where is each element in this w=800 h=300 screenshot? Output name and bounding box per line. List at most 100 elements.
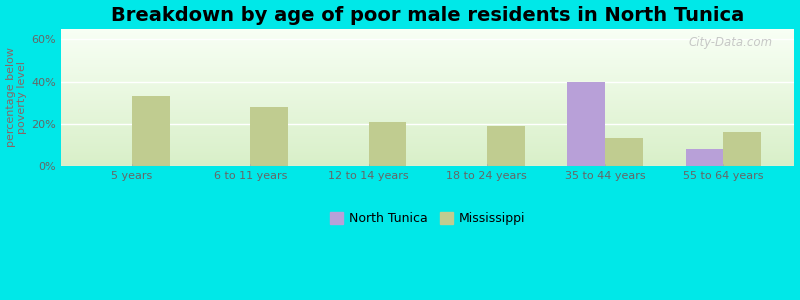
Bar [61,165,794,166]
Bar [61,143,794,144]
Bar [61,40,794,41]
Bar [61,84,794,85]
Bar [61,130,794,131]
Bar [61,68,794,69]
Bar [61,124,794,125]
Bar [61,105,794,106]
Bar [61,148,794,149]
Bar [61,92,794,93]
Bar [61,82,794,83]
Bar [61,153,794,154]
Bar [61,134,794,135]
Bar [61,159,794,160]
Bar [61,58,794,59]
Bar [61,48,794,49]
Bar [61,94,794,95]
Bar [61,56,794,57]
Bar [61,54,794,55]
Bar [61,137,794,138]
Bar [723,132,762,166]
Bar [61,47,794,48]
Bar [605,138,643,166]
Bar [61,75,794,76]
Bar [61,135,794,136]
Bar [61,50,794,51]
Bar [61,62,794,63]
Bar [61,49,794,50]
Bar [61,30,794,31]
Bar [61,113,794,114]
Bar [61,112,794,113]
Bar [61,70,794,71]
Bar [61,53,794,54]
Bar [61,126,794,127]
Bar [61,67,794,68]
Bar [61,117,794,118]
Bar [61,39,794,40]
Bar [61,125,794,126]
Bar [61,100,794,101]
Bar [61,123,794,124]
Bar [61,61,794,62]
Bar [61,110,794,111]
Bar [61,99,794,100]
Bar [61,86,794,87]
Bar [61,42,794,43]
Bar [61,164,794,165]
Bar [61,154,794,155]
Bar [61,93,794,94]
Bar [61,98,794,99]
Bar [61,141,794,142]
Bar [61,29,794,30]
Bar [61,102,794,103]
Bar [61,115,794,116]
Bar [61,40,794,41]
Bar [61,147,794,148]
Bar [61,149,794,150]
Bar [61,33,794,34]
Bar [61,161,794,162]
Bar [61,116,794,117]
Bar [61,77,794,78]
Bar [369,122,406,166]
Bar [61,111,794,112]
Bar [61,103,794,104]
Bar [61,60,794,61]
Bar [61,74,794,75]
Bar [61,76,794,77]
Bar [61,79,794,80]
Bar [61,34,794,35]
Bar [61,151,794,152]
Bar [61,101,794,102]
Bar [61,72,794,73]
Bar [61,107,794,108]
Legend: North Tunica, Mississippi: North Tunica, Mississippi [330,212,526,225]
Bar [61,85,794,86]
Bar [61,57,794,58]
Bar [61,162,794,163]
Bar [250,107,288,166]
Bar [61,46,794,47]
Bar [61,118,794,119]
Bar [61,114,794,115]
Bar [61,52,794,53]
Text: City-Data.com: City-Data.com [688,36,773,49]
Bar [132,96,170,166]
Bar [686,149,723,166]
Bar [487,126,525,166]
Bar [61,155,794,156]
Bar [61,88,794,89]
Bar [61,128,794,129]
Bar [61,87,794,88]
Bar [61,65,794,66]
Bar [61,140,794,141]
Bar [61,106,794,107]
Bar [61,156,794,157]
Bar [61,90,794,91]
Bar [61,63,794,64]
Bar [61,73,794,74]
Bar [61,109,794,110]
Bar [61,129,794,130]
Bar [61,71,794,72]
Bar [61,122,794,123]
